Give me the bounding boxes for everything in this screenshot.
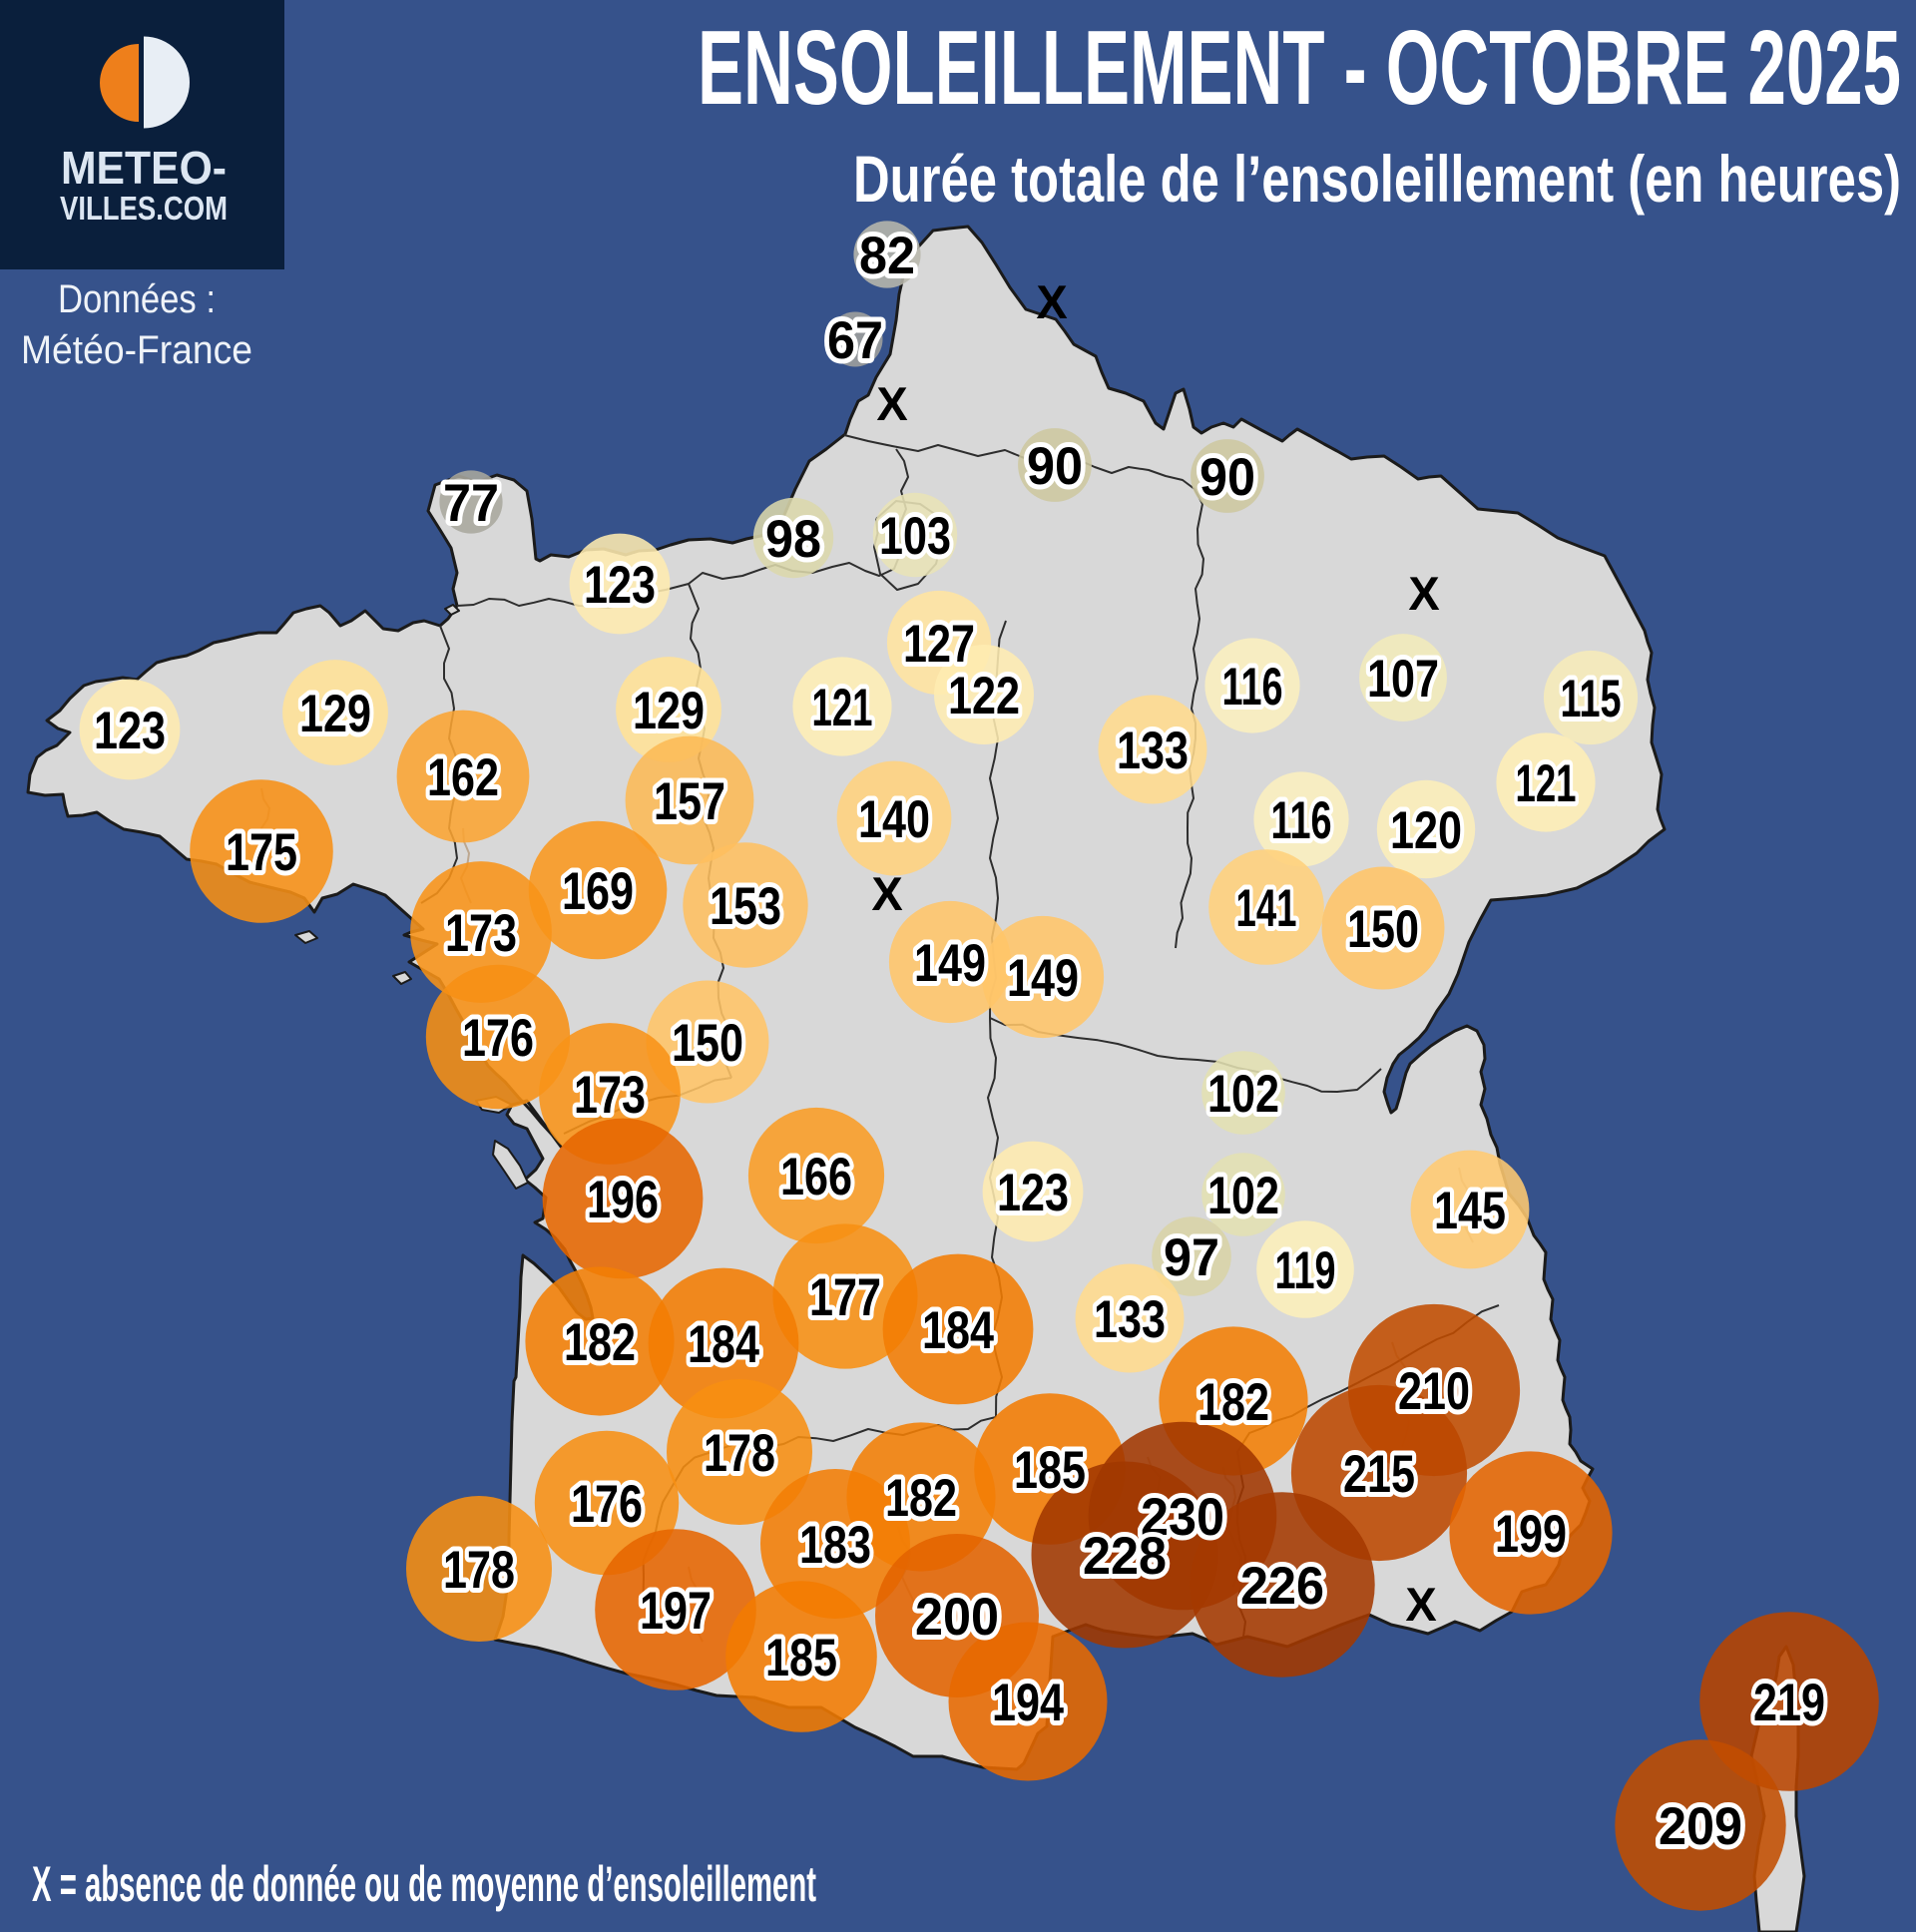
svg-text:145: 145 <box>1434 1182 1506 1240</box>
svg-text:169: 169 <box>562 862 634 921</box>
svg-text:123: 123 <box>997 1164 1069 1222</box>
svg-text:VILLES.COM: VILLES.COM <box>60 190 228 227</box>
svg-text:210: 210 <box>1398 1362 1470 1421</box>
svg-text:196: 196 <box>587 1171 659 1229</box>
svg-text:123: 123 <box>94 702 166 760</box>
svg-text:173: 173 <box>445 904 517 963</box>
svg-text:127: 127 <box>903 615 975 674</box>
svg-text:175: 175 <box>226 823 297 882</box>
svg-text:67: 67 <box>827 311 883 370</box>
svg-text:228: 228 <box>1083 1527 1167 1586</box>
svg-text:176: 176 <box>462 1009 534 1068</box>
svg-text:129: 129 <box>299 685 371 743</box>
svg-text:178: 178 <box>443 1541 515 1600</box>
svg-text:123: 123 <box>584 556 656 615</box>
svg-text:184: 184 <box>688 1315 759 1374</box>
svg-text:122: 122 <box>948 667 1020 725</box>
svg-text:178: 178 <box>704 1424 775 1483</box>
svg-text:141: 141 <box>1236 879 1297 938</box>
svg-text:X: X <box>1408 567 1439 620</box>
svg-text:121: 121 <box>1516 754 1577 813</box>
svg-text:X: X <box>1036 275 1067 328</box>
svg-text:173: 173 <box>574 1066 646 1125</box>
svg-text:Météo-France: Météo-France <box>21 328 252 372</box>
svg-text:121: 121 <box>812 679 873 737</box>
svg-text:Durée totale de l’ensoleilleme: Durée totale de l’ensoleillement (en heu… <box>853 142 1901 216</box>
svg-text:X: X <box>1405 1578 1436 1631</box>
svg-text:182: 182 <box>885 1469 957 1528</box>
svg-text:116: 116 <box>1222 658 1283 717</box>
svg-text:182: 182 <box>1198 1373 1269 1432</box>
svg-text:Données :: Données : <box>58 277 216 321</box>
svg-text:200: 200 <box>915 1588 999 1647</box>
svg-text:120: 120 <box>1390 801 1462 860</box>
svg-text:133: 133 <box>1094 1290 1166 1349</box>
svg-text:90: 90 <box>1199 448 1255 507</box>
svg-text:176: 176 <box>571 1475 643 1534</box>
svg-text:219: 219 <box>1753 1674 1825 1732</box>
svg-text:215: 215 <box>1343 1445 1415 1504</box>
svg-text:102: 102 <box>1207 1065 1279 1124</box>
svg-text:ENSOLEILLEMENT - OCTOBRE 2025: ENSOLEILLEMENT - OCTOBRE 2025 <box>698 9 1901 127</box>
svg-text:230: 230 <box>1141 1488 1224 1547</box>
svg-text:133: 133 <box>1117 722 1189 780</box>
svg-text:185: 185 <box>765 1629 837 1688</box>
svg-text:102: 102 <box>1207 1167 1279 1225</box>
svg-text:184: 184 <box>922 1301 994 1360</box>
svg-text:185: 185 <box>1014 1441 1086 1500</box>
svg-text:194: 194 <box>992 1674 1064 1732</box>
svg-text:209: 209 <box>1659 1797 1742 1856</box>
svg-text:119: 119 <box>1275 1241 1336 1300</box>
svg-text:149: 149 <box>1007 949 1079 1008</box>
svg-text:177: 177 <box>809 1268 881 1327</box>
svg-text:129: 129 <box>633 682 705 740</box>
svg-text:107: 107 <box>1367 650 1439 709</box>
svg-text:X = absence de donnée ou de mo: X = absence de donnée ou de moyenne d’en… <box>32 1856 816 1912</box>
svg-text:199: 199 <box>1495 1505 1567 1564</box>
svg-text:METEO-: METEO- <box>61 142 227 194</box>
svg-text:182: 182 <box>564 1313 636 1372</box>
svg-text:98: 98 <box>765 510 821 569</box>
svg-text:153: 153 <box>710 877 781 936</box>
svg-text:197: 197 <box>640 1582 712 1641</box>
svg-text:166: 166 <box>780 1148 852 1207</box>
svg-text:115: 115 <box>1561 670 1622 728</box>
svg-text:226: 226 <box>1240 1557 1324 1616</box>
svg-text:X: X <box>876 377 907 430</box>
svg-text:183: 183 <box>799 1516 871 1575</box>
svg-text:116: 116 <box>1271 791 1332 850</box>
svg-text:140: 140 <box>858 790 930 849</box>
svg-text:157: 157 <box>654 772 725 831</box>
svg-text:90: 90 <box>1027 437 1083 496</box>
svg-text:150: 150 <box>1347 900 1419 959</box>
svg-text:97: 97 <box>1164 1228 1219 1287</box>
svg-text:X: X <box>871 867 902 920</box>
svg-text:77: 77 <box>443 474 499 533</box>
svg-text:162: 162 <box>427 748 499 807</box>
svg-text:150: 150 <box>672 1014 743 1073</box>
svg-text:103: 103 <box>879 507 951 566</box>
svg-text:82: 82 <box>859 227 915 285</box>
svg-text:149: 149 <box>914 934 986 993</box>
